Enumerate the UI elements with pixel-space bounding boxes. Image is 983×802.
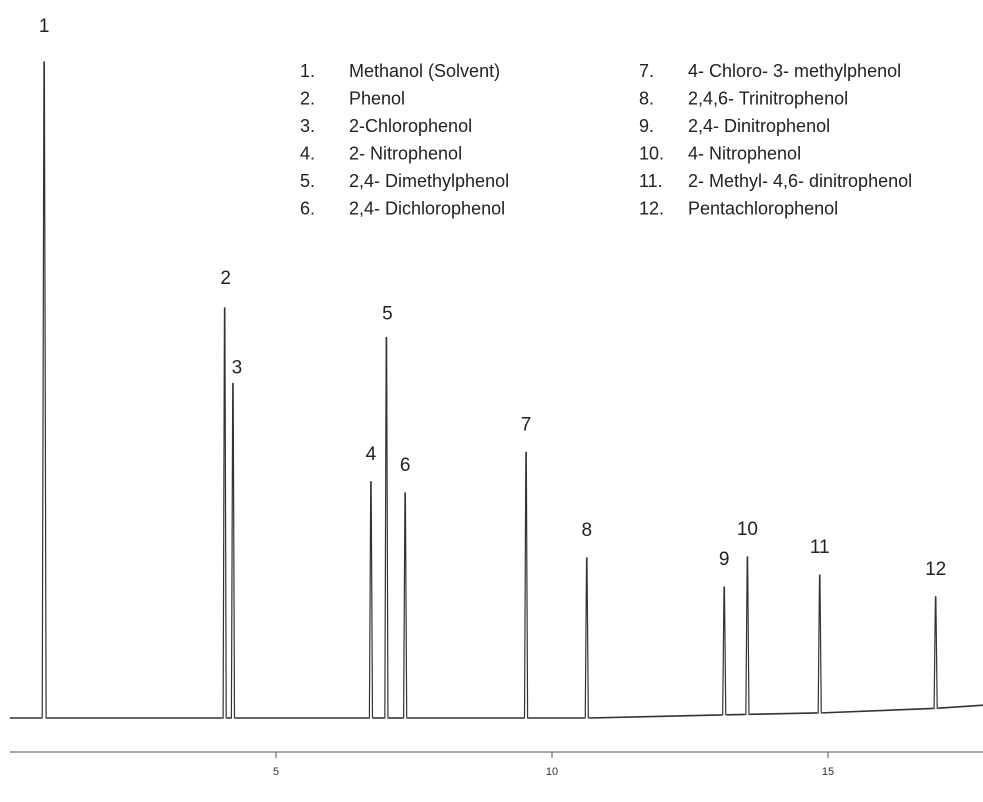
baseline-segment — [749, 712, 818, 716]
peak-1 — [41, 61, 47, 719]
peak-label-5: 5 — [382, 304, 393, 325]
peak-10 — [744, 556, 750, 716]
legend-number: 3. — [300, 116, 315, 136]
legend-entry: 2,4- Dinitrophenol — [688, 116, 830, 136]
legend-entry: Pentachlorophenol — [688, 199, 838, 219]
legend-number: 6. — [300, 199, 315, 219]
legend-entry: Phenol — [349, 89, 405, 109]
peak-label-9: 9 — [719, 549, 730, 570]
baseline-segment — [938, 704, 983, 709]
peak-12 — [933, 596, 939, 710]
legend-number: 5. — [300, 171, 315, 191]
legend-entry: 2-Chlorophenol — [349, 116, 472, 136]
peak-2 — [222, 307, 228, 719]
peak-label-8: 8 — [581, 520, 592, 541]
peak-label-1: 1 — [39, 16, 50, 37]
peak-label-6: 6 — [400, 455, 411, 476]
x-tick-label: 15 — [822, 766, 834, 778]
legend-entry: 2,4,6- Trinitrophenol — [688, 89, 848, 109]
x-tick-label: 5 — [273, 766, 279, 778]
peak-11 — [817, 574, 823, 714]
legend-entry: 2,4- Dimethylphenol — [349, 171, 509, 191]
legend-number: 10. — [639, 144, 664, 164]
baseline-segment — [822, 707, 934, 714]
legend-entry: 2- Methyl- 4,6- dinitrophenol — [688, 171, 912, 191]
peak-label-2: 2 — [220, 268, 231, 289]
peak-6 — [402, 492, 408, 719]
legend-entry: 2- Nitrophenol — [349, 144, 462, 164]
peak-label-4: 4 — [366, 444, 377, 465]
peak-label-12: 12 — [925, 559, 946, 580]
legend-entry: 4- Nitrophenol — [688, 144, 801, 164]
legend-number: 4. — [300, 144, 315, 164]
peak-legend: 1. Methanol (Solvent) 2. Phenol 3. 2-Chloroph… — [300, 61, 912, 219]
peak-5 — [383, 336, 389, 719]
peak-8 — [584, 557, 590, 719]
peak-3 — [230, 382, 236, 719]
chromatogram-trace — [9, 61, 983, 719]
baseline-segment — [589, 714, 722, 719]
peak-9 — [721, 586, 727, 716]
legend-number: 12. — [639, 199, 664, 219]
peak-4 — [368, 481, 374, 719]
peak-label-11: 11 — [810, 537, 830, 558]
legend-number: 11. — [639, 171, 663, 191]
peak-7 — [523, 451, 529, 719]
peak-label-10: 10 — [737, 519, 758, 540]
x-axis: 5 10 15 — [10, 751, 983, 778]
legend-number: 8. — [639, 89, 654, 109]
legend-number: 9. — [639, 116, 654, 136]
legend-number: 1. — [300, 61, 315, 81]
legend-number: 2. — [300, 89, 315, 109]
legend-entry: 2,4- Dichlorophenol — [349, 199, 505, 219]
legend-entry: 4- Chloro- 3- methylphenol — [688, 61, 901, 81]
legend-number: 7. — [639, 61, 654, 81]
x-tick-label: 10 — [546, 766, 558, 778]
peak-label-7: 7 — [521, 414, 532, 435]
peak-label-3: 3 — [232, 357, 243, 378]
legend-entry: Methanol (Solvent) — [349, 61, 500, 81]
